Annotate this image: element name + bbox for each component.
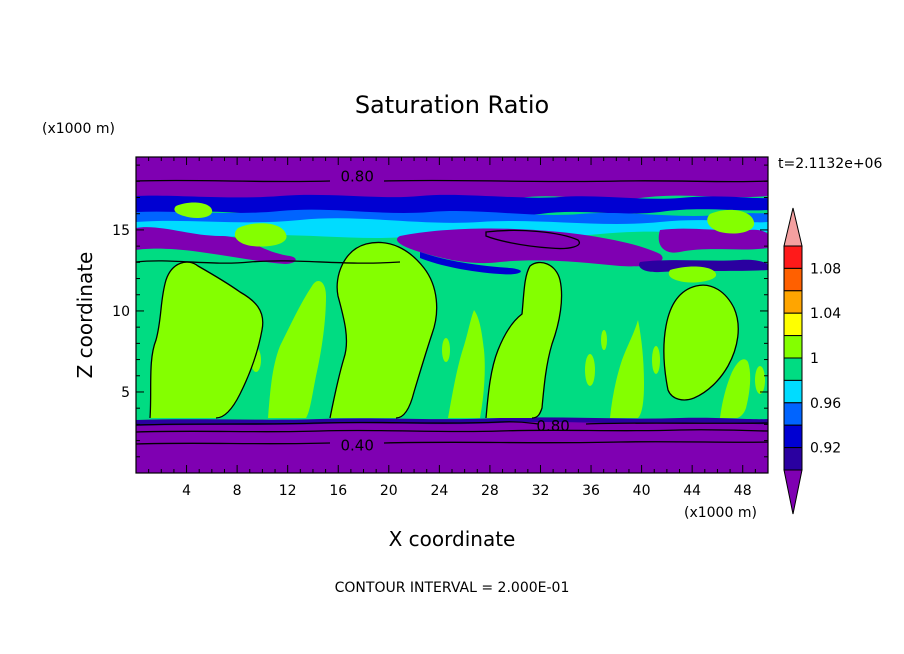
contour-lines [136, 179, 768, 445]
colorbar-label: 0.92 [810, 441, 841, 457]
contour-line-mid-7 [663, 284, 739, 401]
contour-line-upper-1 [136, 260, 401, 264]
tower-green-5 [486, 262, 562, 418]
y-axis-label: Z coordinate [73, 252, 97, 379]
colorbar-bottom-triangle [783, 469, 803, 515]
tower-green-2 [268, 281, 326, 418]
band-darkblue-right [639, 259, 768, 273]
x-tick-label: 32 [532, 483, 550, 499]
colorbar-box [783, 402, 803, 426]
colorbar-box [783, 379, 803, 404]
colorbar-label: 1 [810, 351, 819, 367]
layer-lower-dry [136, 420, 768, 473]
contour-line-mid-1 [149, 261, 264, 419]
patch-green-upper-2 [234, 223, 287, 247]
contour-line-080-lower [136, 421, 768, 426]
colorbar-box [783, 245, 803, 269]
x-tick-label: 48 [734, 483, 752, 499]
contour-line-mid-3 [329, 241, 438, 419]
tower-green-3 [330, 242, 437, 418]
y-axis-ticks: 5 10 15 [112, 164, 768, 458]
colorbar-label: 0.96 [810, 396, 841, 412]
contour-line-purple-lens [485, 229, 580, 250]
x-tick-label: 8 [233, 483, 242, 499]
colorbar-label: 1.04 [810, 306, 841, 322]
band-purple-right [658, 228, 768, 253]
contour-line-060-lower [136, 429, 768, 433]
tower-green-8 [720, 359, 751, 418]
contour-label: 0.80 [536, 417, 569, 435]
colorbar-box [783, 267, 803, 292]
patch-green-upper-3 [707, 209, 755, 234]
y-tick-label: 10 [112, 304, 130, 320]
layer-upper-dry [136, 157, 768, 201]
band-purple-lens [136, 227, 296, 264]
colorbar-top-triangle [783, 207, 803, 247]
colorbar-label: 1.08 [810, 261, 841, 277]
x-tick-label: 24 [430, 483, 448, 499]
patch-green-upper-4 [668, 266, 717, 283]
contour-line-mid-5 [485, 261, 563, 419]
x-tick-label: 4 [182, 483, 191, 499]
contour-label: 0.80 [340, 167, 373, 185]
contour-labels: 0.80 0.80 0.40 [340, 167, 569, 454]
x-tick-label: 16 [329, 483, 347, 499]
colorbar: 0.92 0.96 1 1.04 1.08 [783, 207, 841, 515]
band-blue-lens-edge [420, 252, 521, 275]
tower-green-6 [610, 320, 644, 418]
x-unit-label: (x1000 m) [684, 505, 757, 521]
colorbar-box [783, 424, 803, 449]
y-unit-label: (x1000 m) [42, 121, 115, 137]
chart-title: Saturation Ratio [355, 91, 549, 119]
x-tick-label: 36 [582, 483, 600, 499]
colorbar-box [783, 447, 803, 471]
tower-green-1 [150, 262, 263, 418]
tower-green-4 [448, 310, 485, 418]
x-axis-ticks: 4 8 12 16 20 24 28 32 36 40 44 48 [148, 157, 756, 499]
tower-green-7 [663, 285, 739, 400]
colorbar-box [783, 290, 803, 314]
y-tick-label: 15 [112, 223, 130, 239]
scattered-cells [194, 316, 765, 394]
x-axis-label: X coordinate [389, 527, 516, 551]
time-label: t=2.1132e+06 [778, 156, 882, 172]
colorbar-box [783, 335, 803, 359]
patch-green-upper-1 [174, 202, 213, 218]
contour-interval-label: CONTOUR INTERVAL = 2.000E-01 [335, 580, 570, 596]
contour-label: 0.40 [340, 436, 373, 454]
x-tick-label: 20 [380, 483, 398, 499]
x-tick-label: 12 [279, 483, 297, 499]
y-tick-label: 5 [121, 385, 130, 401]
colorbar-box [783, 312, 803, 337]
x-tick-label: 28 [481, 483, 499, 499]
x-tick-label: 44 [683, 483, 701, 499]
contour-line-080-upper [136, 179, 768, 183]
contour-plot-area [136, 157, 768, 473]
x-tick-label: 40 [633, 483, 651, 499]
contour-line-040-lower [136, 441, 768, 445]
colorbar-box [783, 357, 803, 381]
band-cyan-upper [136, 218, 768, 238]
band-purple-lens-2 [396, 228, 663, 267]
